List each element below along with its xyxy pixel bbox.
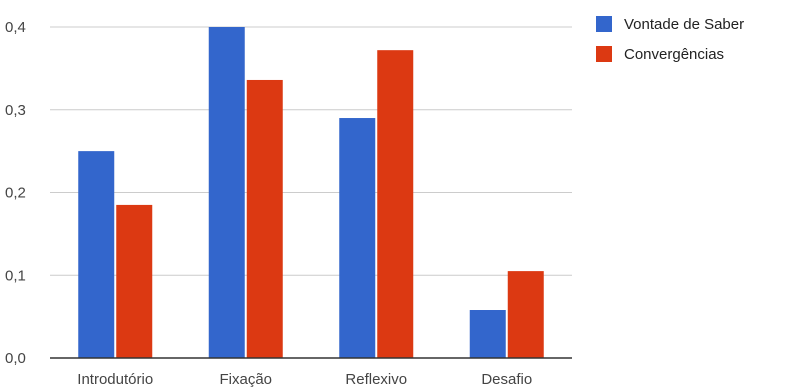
bar-introdutório-series-1 [116, 204, 153, 358]
x-tick-label: Reflexivo [345, 371, 407, 387]
y-tick-label: 0,0 [5, 350, 26, 367]
bar-reflexivo-series-0 [339, 118, 376, 359]
bar-fixação-series-1 [246, 79, 283, 359]
legend-swatch [596, 46, 612, 62]
gridlines [50, 26, 572, 276]
y-tick-label: 0,2 [5, 185, 26, 202]
legend: Vontade de Saber Convergências [596, 16, 744, 63]
y-tick-label: 0,4 [5, 19, 26, 36]
y-tick-label: 0,1 [5, 267, 26, 284]
bar-reflexivo-series-1 [377, 50, 414, 359]
x-tick-label: Introdutório [77, 371, 153, 387]
y-tick-label: 0,3 [5, 102, 26, 119]
bar-introdutório-series-0 [78, 151, 115, 358]
bar-desafio-series-1 [507, 271, 544, 358]
x-tick-label: Fixação [219, 371, 272, 387]
x-axis-tick-labels: Introdutório Fixação Reflexivo Desafio [77, 371, 532, 387]
legend-label: Vontade de Saber [624, 16, 744, 33]
y-axis-tick-labels: 0,0 0,1 0,2 0,3 0,4 [5, 19, 26, 367]
legend-swatch [596, 16, 612, 32]
bar-fixação-series-0 [208, 27, 245, 358]
legend-label: Convergências [624, 46, 724, 63]
x-tick-label: Desafio [481, 371, 532, 387]
bar-desafio-series-0 [469, 310, 506, 358]
bars [78, 27, 544, 359]
